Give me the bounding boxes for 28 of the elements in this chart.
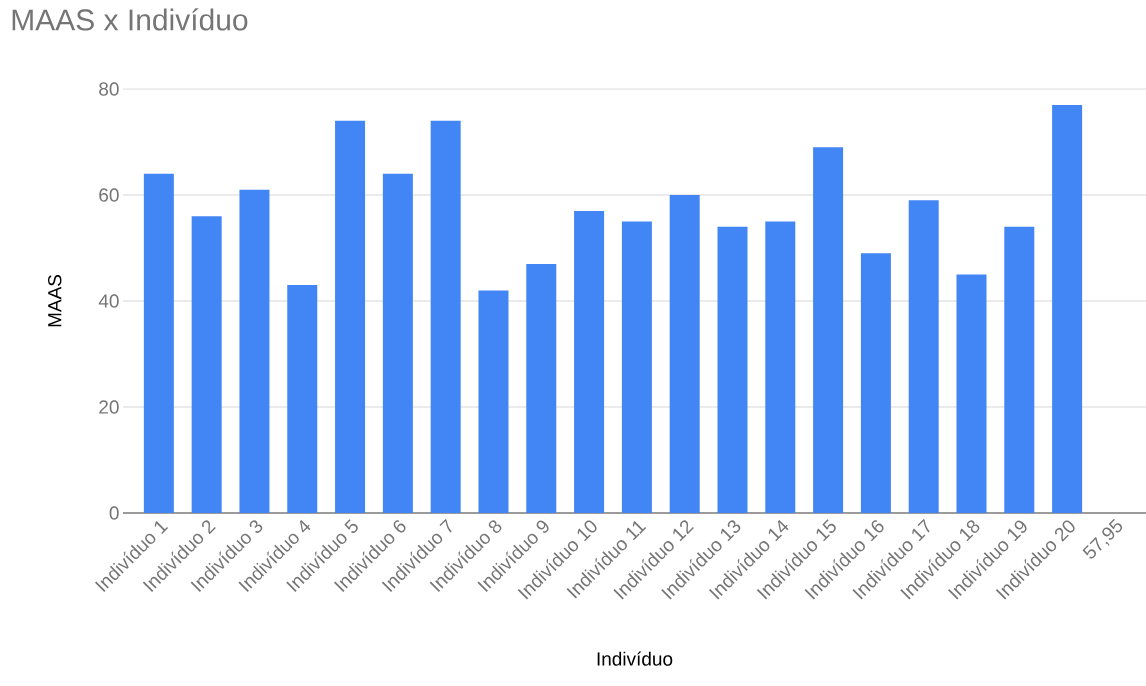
y-tick-label: 20	[99, 400, 119, 414]
bar	[717, 226, 748, 513]
y-tick-label: 80	[99, 82, 119, 96]
bar	[239, 189, 270, 513]
bar	[478, 290, 509, 513]
x-axis-title: Indivíduo	[597, 651, 673, 666]
y-tick-label: 60	[99, 188, 119, 202]
bar	[860, 253, 891, 513]
bar	[574, 210, 605, 513]
bar	[908, 200, 939, 513]
bar	[335, 120, 366, 513]
bar	[143, 173, 174, 513]
bar	[765, 221, 796, 513]
bar	[287, 285, 318, 513]
bar	[621, 221, 652, 513]
bar	[430, 120, 461, 513]
chart-title: MAAS x Indivíduo	[12, 8, 248, 31]
bar	[191, 216, 222, 513]
bar	[1052, 104, 1083, 513]
y-axis-title: MAAS	[48, 274, 62, 327]
y-tick-label: 0	[109, 506, 119, 520]
bar	[813, 147, 844, 513]
y-tick-label: 40	[98, 294, 119, 308]
bar	[1004, 226, 1035, 513]
bar	[526, 263, 557, 513]
bar	[956, 274, 987, 513]
bar	[382, 173, 413, 513]
bar	[669, 195, 700, 513]
